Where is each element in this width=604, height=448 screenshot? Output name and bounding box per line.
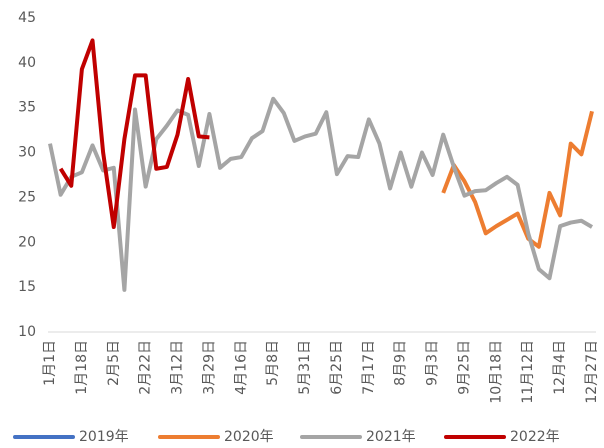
- x-tick-label: 2月5日: [106, 340, 122, 386]
- x-tick-label: 2月22日: [138, 340, 154, 395]
- y-tick-label: 35: [18, 100, 36, 116]
- x-tick-label: 9月3日: [425, 340, 441, 386]
- x-tick-label: 4月16日: [233, 340, 249, 395]
- x-tick-label: 12月27日: [584, 340, 600, 404]
- x-tick-label: 5月31日: [297, 340, 313, 395]
- y-tick-label: 30: [18, 145, 36, 161]
- x-tick-label: 9月25日: [456, 340, 472, 395]
- x-tick-label: 7月17日: [361, 340, 377, 395]
- series-line: [58, 38, 210, 230]
- legend-label: 2022年: [510, 429, 560, 445]
- x-tick-label: 8月9日: [393, 340, 409, 386]
- x-tick-label: 11月12日: [520, 340, 536, 404]
- y-tick-label: 40: [18, 55, 36, 71]
- legend-label: 2020年: [224, 429, 274, 445]
- legend-label: 2019年: [79, 429, 129, 445]
- x-tick-label: 6月25日: [329, 340, 345, 395]
- x-tick-label: 5月8日: [265, 340, 281, 386]
- y-tick-label: 45: [18, 10, 36, 26]
- x-tick-label: 3月12日: [170, 340, 186, 395]
- y-tick-label: 20: [18, 234, 36, 250]
- y-tick-label: 10: [18, 324, 36, 340]
- x-tick-label: 1月1日: [42, 340, 58, 386]
- y-tick-label: 25: [18, 189, 36, 205]
- series-line: [48, 96, 594, 292]
- legend-label: 2021年: [366, 429, 416, 445]
- x-tick-label: 1月18日: [74, 340, 90, 395]
- x-tick-label: 12月4日: [552, 340, 568, 395]
- x-tick-label: 3月29日: [201, 340, 217, 395]
- y-tick-label: 15: [18, 279, 36, 295]
- x-tick-label: 10月18日: [488, 340, 504, 404]
- series-line: [441, 110, 594, 249]
